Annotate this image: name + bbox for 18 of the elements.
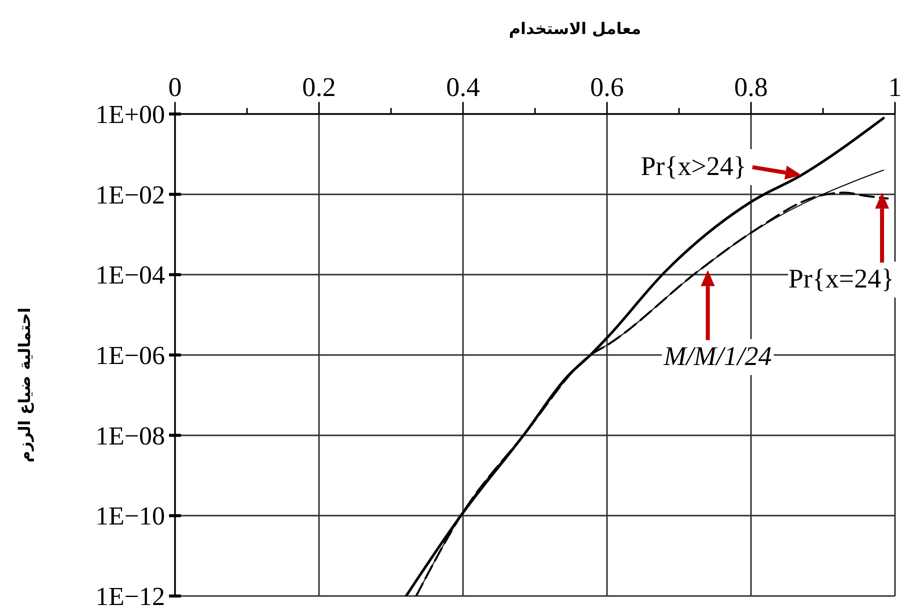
y-tick-label: 1E+00 (95, 100, 165, 129)
annotation: M/M/1/24 (662, 341, 772, 372)
y-axis-title: احتمالية ضياع الرزم (15, 308, 34, 462)
y-tick-label: 1E−04 (95, 260, 165, 290)
y-tick-label: 1E−10 (95, 502, 165, 531)
y-tick-label: 1E−02 (95, 180, 165, 210)
x-tick-label: 0 (168, 72, 182, 102)
x-tick-label: 0.2 (302, 72, 336, 102)
y-tick-label: 1E−08 (95, 421, 165, 450)
annotation: Pr{x=24} (788, 264, 894, 294)
y-tick-label: 1E−12 (95, 582, 165, 611)
annotation: Pr{x>24} (640, 151, 746, 182)
x-tick-label: 0.8 (734, 72, 768, 102)
x-axis-title: معامل الاستخدام (508, 19, 642, 38)
x-tick-label: 1 (888, 72, 902, 102)
x-tick-label: 0.4 (446, 72, 480, 102)
x-tick-label: 0.6 (590, 72, 624, 102)
y-tick-label: 1E−06 (95, 341, 165, 370)
